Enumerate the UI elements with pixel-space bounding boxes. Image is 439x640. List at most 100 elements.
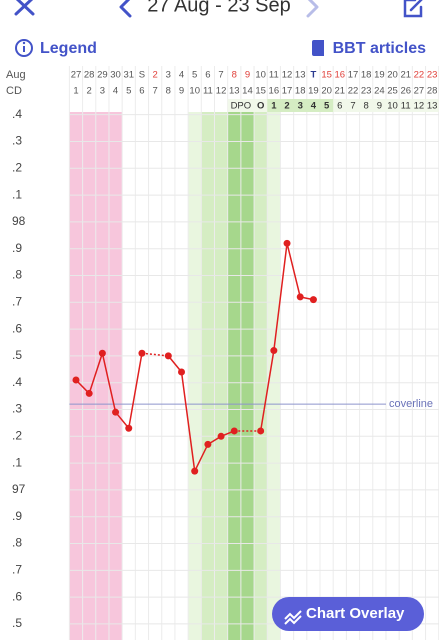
dpo-day: 10: [387, 101, 398, 112]
y-tick-label: 98: [12, 214, 26, 228]
date-label: 28: [84, 70, 95, 81]
dpo-day: 2: [284, 101, 289, 112]
dpo-highlight: [267, 99, 334, 112]
cycle-day: 8: [166, 86, 171, 97]
temperature-point: [178, 368, 186, 376]
date-label: 8: [232, 70, 237, 81]
temperature-point: [125, 424, 133, 432]
date-label: 17: [348, 70, 359, 81]
dpo-day: 3: [298, 101, 303, 112]
temperature-point: [217, 432, 225, 440]
y-tick-label: .4: [12, 107, 22, 121]
button-bg: [272, 597, 424, 631]
dpo-day: 12: [414, 101, 425, 112]
cycle-day: 26: [400, 86, 411, 97]
date-label: 9: [245, 70, 250, 81]
temperature-point: [204, 440, 212, 448]
cycle-day: 2: [87, 86, 92, 97]
temperature-point: [309, 296, 317, 304]
edit-button[interactable]: [403, 0, 424, 18]
articles-button[interactable]: BBT articles: [312, 40, 426, 57]
date-label: 10: [255, 70, 266, 81]
temperature-point: [138, 349, 146, 357]
next-button[interactable]: [306, 0, 319, 18]
y-tick-label: .8: [12, 268, 22, 282]
articles-label: BBT articles: [333, 40, 426, 57]
cycle-day: 15: [255, 86, 266, 97]
temperature-point: [230, 427, 238, 435]
date-label: S: [139, 70, 145, 81]
y-tick-label: .1: [12, 455, 22, 469]
chart-area: .4.3.2.198.9.8.7.6.5.4.3.2.197.9.8.7.6.5…: [12, 66, 439, 640]
date-label: 22: [414, 70, 425, 81]
cycle-day: 9: [179, 86, 184, 97]
temperature-point: [191, 467, 199, 475]
info-icon: [15, 39, 33, 57]
cycle-day: 20: [321, 86, 332, 97]
book-icon: [312, 40, 324, 56]
date-label: 6: [205, 70, 210, 81]
y-tick-label: .3: [12, 134, 22, 148]
y-tick-label: 97: [12, 482, 26, 496]
coverline-label: coverline: [389, 398, 433, 410]
dpo-day: 5: [324, 101, 330, 112]
y-tick-label: .6: [12, 321, 22, 335]
cycle-day: 22: [348, 86, 359, 97]
date-label: 18: [361, 70, 372, 81]
cycle-day: 7: [152, 86, 157, 97]
dpo-day: 8: [364, 101, 369, 112]
dpo-day: 11: [401, 101, 411, 112]
cycle-day: 10: [189, 86, 200, 97]
cycle-day: 27: [414, 86, 425, 97]
y-tick-label: .9: [12, 509, 22, 523]
date-label: 21: [400, 70, 411, 81]
temperature-point: [98, 349, 106, 357]
legend-button[interactable]: Legend: [15, 39, 97, 57]
prev-button[interactable]: [119, 0, 132, 18]
date-label: 11: [269, 70, 279, 81]
y-tick-label: .7: [12, 562, 22, 576]
ovulation-label: O: [257, 101, 264, 112]
date-label: 23: [427, 70, 438, 81]
cycle-day: 25: [387, 86, 398, 97]
cycle-day: 5: [126, 86, 131, 97]
cycle-day: 21: [335, 86, 346, 97]
dpo-day: 4: [311, 101, 317, 112]
cycle-day: 24: [374, 86, 385, 97]
dpo-label: DPO: [231, 101, 252, 112]
date-label: 20: [387, 70, 398, 81]
cycle-day: 3: [100, 86, 105, 97]
date-range: 27 Aug - 23 Sep: [147, 0, 290, 16]
cd-label: CD: [6, 85, 22, 97]
date-label: 16: [335, 70, 346, 81]
temperature-point: [164, 352, 172, 360]
button-label: Chart Overlay: [306, 605, 405, 622]
y-tick-label: .6: [12, 589, 22, 603]
cycle-day: 11: [203, 86, 213, 97]
cycle-day: 1: [73, 86, 78, 97]
dpo-day: 9: [377, 101, 382, 112]
y-tick-label: .9: [12, 241, 22, 255]
temperature-point: [270, 347, 278, 355]
y-tick-label: .5: [12, 348, 22, 362]
cycle-day: 18: [295, 86, 306, 97]
date-label: 5: [192, 70, 197, 81]
y-tick-label: .7: [12, 294, 22, 308]
temperature-point: [85, 389, 93, 397]
cycle-day: 19: [308, 86, 319, 97]
temperature-point: [112, 408, 120, 416]
dpo-day: 1: [271, 101, 277, 112]
y-tick-label: .3: [12, 402, 22, 416]
y-tick-label: .2: [12, 428, 22, 442]
temperature-point: [283, 239, 291, 247]
info-icon-dot: [22, 41, 26, 45]
y-tick-label: .5: [12, 616, 22, 630]
date-label: T: [311, 70, 317, 81]
date-label: 2: [152, 70, 157, 81]
chart-overlay-button[interactable]: Chart Overlay: [272, 597, 424, 631]
cycle-day: 16: [269, 86, 280, 97]
close-button[interactable]: [14, 0, 35, 16]
cycle-day: 4: [113, 86, 118, 97]
